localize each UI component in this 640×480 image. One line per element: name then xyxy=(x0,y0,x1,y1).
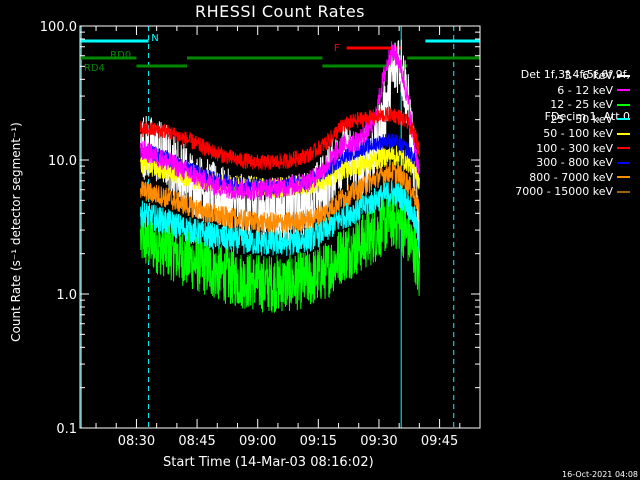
legend-item: 800 - 7000 keV xyxy=(529,171,630,184)
legend-item: 300 - 800 keV xyxy=(536,156,630,169)
x-tick-label: 09:45 xyxy=(421,434,458,449)
legend-swatch xyxy=(617,176,630,178)
legend-swatch xyxy=(617,103,630,106)
state-bar-label: F xyxy=(334,43,340,54)
plot-frame xyxy=(79,25,481,429)
y-tick-label: 10.0 xyxy=(48,154,77,169)
legend-item: 100 - 300 keV xyxy=(536,142,630,155)
legend-swatch xyxy=(617,118,630,120)
legend-item: 7000 - 15000 keV xyxy=(515,185,630,198)
chart-title: RHESSI Count Rates xyxy=(195,2,365,21)
x-tick-label: 09:00 xyxy=(239,434,276,449)
state-bar-label: N xyxy=(151,33,158,44)
state-bar-label: RD4 xyxy=(84,63,105,74)
legend-swatch xyxy=(617,147,630,149)
legend-item: 50 - 100 keV xyxy=(543,127,630,140)
legend-label: 6 - 12 keV xyxy=(557,83,613,97)
series-line xyxy=(140,106,420,171)
legend-header-line: Det 1f,3f,4f,5f,6f,9f, xyxy=(520,68,630,81)
legend-label: 300 - 800 keV xyxy=(536,156,613,169)
legend-swatch xyxy=(617,89,630,91)
y-tick-label: 1.0 xyxy=(56,288,77,303)
legend-swatch xyxy=(617,74,630,77)
series-line xyxy=(140,192,420,313)
x-tick-label: 08:45 xyxy=(178,434,215,449)
legend-label: 25 - 50 keV xyxy=(550,112,613,126)
legend-item: 3 - 6 keV xyxy=(564,69,630,82)
legend-swatch xyxy=(617,161,630,164)
legend-label: 50 - 100 keV xyxy=(543,127,613,140)
state-bar-label: RD0 xyxy=(110,50,131,61)
y-tick-label: 0.1 xyxy=(56,422,77,437)
legend-item: 6 - 12 keV xyxy=(557,84,630,97)
y-axis-label: Count Rate (s⁻¹ detector segment⁻¹) xyxy=(9,122,23,342)
legend-swatch xyxy=(617,132,630,135)
legend-label: 7000 - 15000 keV xyxy=(515,185,613,198)
legend-label: 100 - 300 keV xyxy=(536,141,613,155)
legend-label: 12 - 25 keV xyxy=(550,98,613,111)
x-tick-label: 09:30 xyxy=(360,434,397,449)
series-line xyxy=(140,161,420,234)
x-tick-label: 08:30 xyxy=(118,434,155,449)
legend-header: Det 1f,3f,4f,5f,6f,9f, FDecim 1, Att 0 xyxy=(521,40,630,152)
x-axis-label: Start Time (14-Mar-03 08:16:02) xyxy=(163,455,374,470)
x-tick-label: 09:15 xyxy=(300,434,337,449)
legend-label: 3 - 6 keV xyxy=(564,69,613,82)
legend-header-line: FDecim 1, Att 0 xyxy=(544,110,630,123)
y-tick-label: 100.0 xyxy=(40,20,77,35)
series-line xyxy=(140,179,420,256)
legend-swatch xyxy=(617,190,630,193)
legend-item: 12 - 25 keV xyxy=(550,98,630,111)
legend-item: 25 - 50 keV xyxy=(550,113,630,126)
footer-timestamp: 16-Oct-2021 04:08 xyxy=(562,470,638,479)
legend-label: 800 - 7000 keV xyxy=(529,170,613,184)
